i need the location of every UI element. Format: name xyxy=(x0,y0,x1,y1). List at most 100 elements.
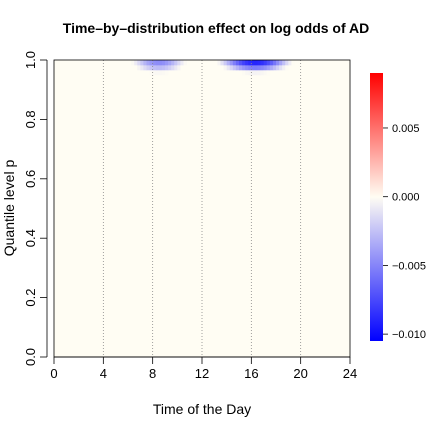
y-axis: 0.0 0.2 0.4 0.6 0.8 1.0 xyxy=(23,51,48,366)
x-tick-label: 4 xyxy=(100,366,107,381)
heatmap-cell xyxy=(232,64,237,71)
heatmap-cell xyxy=(143,64,147,71)
colorbar-ticks: −0.010 −0.005 0.000 0.005 xyxy=(383,123,426,341)
heatmap-cell xyxy=(158,60,163,66)
heatmap-cell xyxy=(229,60,234,66)
heatmap-cell xyxy=(282,64,286,71)
heatmap-cell xyxy=(168,64,172,71)
heatmap-cell xyxy=(235,64,240,71)
y-tick-label: 0.0 xyxy=(23,348,38,366)
heatmap-cell xyxy=(146,60,150,66)
x-tick-label: 16 xyxy=(244,366,258,381)
heatmap-cell xyxy=(245,69,249,76)
heatmap-cell xyxy=(155,69,160,76)
heatmap-cell xyxy=(276,60,280,66)
heatmap-cell xyxy=(232,60,237,66)
heatmap-cell xyxy=(149,69,154,76)
heatmap-cell xyxy=(239,60,243,66)
heatmap-cell xyxy=(254,64,258,71)
heatmap-cell xyxy=(263,60,268,66)
heatmap-cell xyxy=(143,60,147,66)
heatmap-cell xyxy=(174,60,178,66)
heatmap-cell xyxy=(269,60,274,66)
heatmap-cell xyxy=(266,69,271,76)
heatmap-cell xyxy=(254,60,258,66)
heatmap-cell xyxy=(272,64,277,71)
y-tick-label: 0.4 xyxy=(23,229,38,247)
heatmap-cell xyxy=(165,69,169,76)
heatmap-cell xyxy=(276,64,280,71)
x-tick-label: 20 xyxy=(293,366,307,381)
chart-title: Time–by–distribution effect on log odds … xyxy=(63,20,369,36)
heatmap-cell xyxy=(291,60,295,66)
heatmap-cell xyxy=(279,64,283,71)
colorbar-tick-label: 0.005 xyxy=(392,123,420,135)
heatmap-cell xyxy=(239,64,243,71)
heatmap-cell xyxy=(134,64,138,71)
colorbar-tick-label: −0.005 xyxy=(392,260,426,272)
heatmap-cell xyxy=(146,64,150,71)
heatmap-cell xyxy=(140,64,144,71)
heatmap-cell xyxy=(168,60,172,66)
heatmap-cell xyxy=(161,60,166,66)
heatmap-cell xyxy=(158,69,163,76)
heatmap-cell xyxy=(165,60,169,66)
heatmap-cell xyxy=(158,64,163,71)
colorbar-tick-label: 0.000 xyxy=(392,192,420,204)
y-axis-label: Quantile level p xyxy=(1,160,17,257)
heatmap-cell xyxy=(245,64,249,71)
heatmap-cell xyxy=(180,60,184,66)
heatmap-cell xyxy=(288,60,292,66)
heatmap-cell xyxy=(137,64,141,71)
heatmap-cell xyxy=(269,64,274,71)
colorbar-gradient xyxy=(370,73,383,341)
heatmap-cell xyxy=(131,60,135,66)
x-axis-label: Time of the Day xyxy=(153,401,251,417)
heatmap-cell xyxy=(251,69,255,76)
heatmap-cell xyxy=(266,60,271,66)
heatmap-cell xyxy=(242,64,246,71)
heatmap-cell xyxy=(248,60,252,66)
heatmap-cell xyxy=(140,60,144,66)
x-tick-label: 24 xyxy=(343,366,357,381)
heatmap-cell xyxy=(260,69,265,76)
heatmap-cell xyxy=(177,60,181,66)
heatmap-cell xyxy=(245,60,249,66)
y-tick-label: 0.8 xyxy=(23,110,38,128)
heatmap-cell xyxy=(260,60,265,66)
heatmap-cell xyxy=(223,60,228,66)
heatmap-cell xyxy=(254,69,258,76)
x-tick-label: 0 xyxy=(50,366,57,381)
heatmap-cell xyxy=(257,64,261,71)
heatmap-cell xyxy=(251,64,255,71)
heatmap-cell xyxy=(260,64,265,71)
heatmap-cell xyxy=(242,60,246,66)
y-tick-label: 1.0 xyxy=(23,51,38,69)
heatmap-cell xyxy=(282,60,286,66)
heatmap-cell xyxy=(223,64,228,71)
heatmap-cell xyxy=(266,64,271,71)
heatmap-cell xyxy=(220,60,224,66)
heatmap-cell xyxy=(248,69,252,76)
heatmap-cell xyxy=(134,60,138,66)
heatmap-cell xyxy=(161,64,166,71)
heatmap-cell xyxy=(235,60,240,66)
heatmap-cell xyxy=(217,60,221,66)
heatmap-cell xyxy=(137,60,141,66)
heatmap-cell xyxy=(149,60,154,66)
heatmap-cell xyxy=(149,64,154,71)
heatmap-cell xyxy=(226,60,231,66)
heatmap-cell xyxy=(257,60,261,66)
heatmap-cell xyxy=(242,69,246,76)
heatmap-background xyxy=(54,60,350,357)
plot-area xyxy=(53,59,351,358)
heatmap-cell xyxy=(229,64,234,71)
heatmap-cell xyxy=(177,64,181,71)
heatmap-cell xyxy=(171,60,175,66)
heatmap-cell xyxy=(180,64,184,71)
y-tick-label: 0.2 xyxy=(23,289,38,307)
heatmap-cell xyxy=(165,64,169,71)
heatmap-cell xyxy=(174,64,178,71)
colorbar-tick-label: −0.010 xyxy=(392,329,426,341)
